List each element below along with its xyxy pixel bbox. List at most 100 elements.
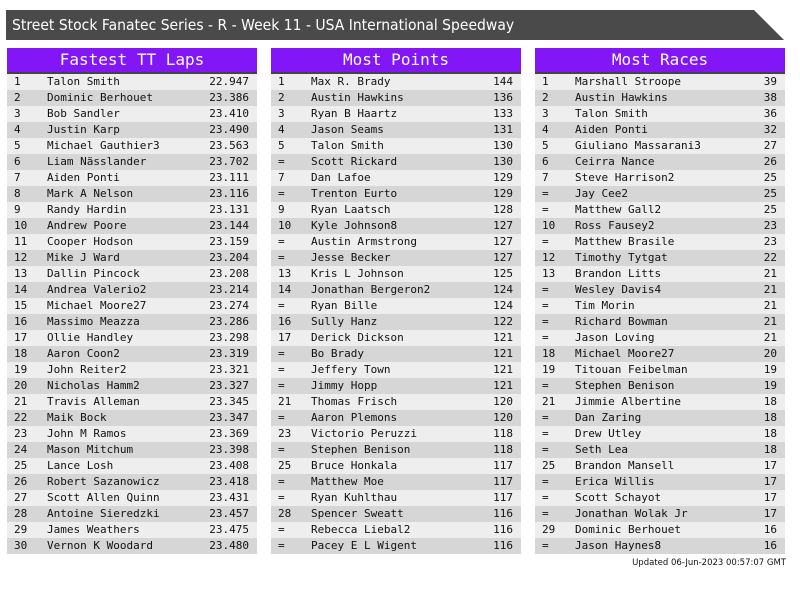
- value: 17: [763, 491, 777, 504]
- table-row: = Jesse Becker 127: [271, 250, 521, 266]
- value: 16: [763, 523, 777, 536]
- rank: 29: [14, 523, 28, 536]
- value: 23.398: [209, 443, 249, 456]
- table-row: = Trenton Eurto 129: [271, 186, 521, 202]
- rank: =: [278, 251, 285, 264]
- driver-name: Dominic Berhouet: [47, 91, 153, 104]
- driver-name: Stephen Benison: [575, 379, 675, 392]
- table-row: = Austin Armstrong 127: [271, 234, 521, 250]
- rank: 7: [278, 171, 285, 184]
- value: 122: [493, 315, 513, 328]
- value: 23.321: [209, 363, 249, 376]
- rank: 16: [278, 315, 292, 328]
- table-row: 8 Mark A Nelson 23.116: [7, 186, 257, 202]
- table-row: 20 Nicholas Hamm2 23.327: [7, 378, 257, 394]
- driver-name: Vernon K Woodard: [47, 539, 153, 552]
- value: 23.111: [209, 171, 249, 184]
- rank: 3: [278, 107, 285, 120]
- value: 120: [493, 411, 513, 424]
- rank: 21: [542, 395, 556, 408]
- value: 23.490: [209, 123, 249, 136]
- value: 25: [763, 187, 777, 200]
- driver-name: Antoine Sieredzki: [47, 507, 160, 520]
- driver-name: Matthew Gall2: [575, 203, 662, 216]
- value: 21: [763, 331, 777, 344]
- driver-name: Matthew Brasile: [575, 235, 675, 248]
- table-row: = Richard Bowman 21: [535, 314, 785, 330]
- value: 38: [763, 91, 777, 104]
- value: 23.563: [209, 139, 249, 152]
- table-row: 1 Marshall Stroope 39: [535, 74, 785, 90]
- rank: 1: [542, 75, 549, 88]
- rank: 18: [14, 347, 28, 360]
- driver-name: Ryan Bille: [311, 299, 378, 312]
- table-row: = Stephen Benison 19: [535, 378, 785, 394]
- rank: 17: [14, 331, 28, 344]
- table-row: = Erica Willis 17: [535, 474, 785, 490]
- table-row: = Tim Morin 21: [535, 298, 785, 314]
- rank: =: [542, 491, 549, 504]
- updated-timestamp: Updated 06-Jun-2023 00:57:07 GMT: [632, 558, 786, 568]
- driver-name: Michael Moore27: [47, 299, 147, 312]
- driver-name: Scott Schayot: [575, 491, 662, 504]
- driver-name: Erica Willis: [575, 475, 655, 488]
- value: 128: [493, 203, 513, 216]
- value: 117: [493, 475, 513, 488]
- value: 23: [763, 235, 777, 248]
- driver-name: Jason Haynes8: [575, 539, 662, 552]
- value: 23.274: [209, 299, 249, 312]
- table-row: = Drew Utley 18: [535, 426, 785, 442]
- rank: 15: [14, 299, 28, 312]
- table-row: 21 Thomas Frisch 120: [271, 394, 521, 410]
- rank: 28: [14, 507, 28, 520]
- value: 23.431: [209, 491, 249, 504]
- rank: =: [278, 539, 285, 552]
- driver-name: Maik Bock: [47, 411, 107, 424]
- value: 21: [763, 267, 777, 280]
- value: 23.214: [209, 283, 249, 296]
- value: 124: [493, 283, 513, 296]
- value: 19: [763, 363, 777, 376]
- driver-name: Victorio Peruzzi: [311, 427, 417, 440]
- table-row: 17 Derick Dickson 121: [271, 330, 521, 346]
- panel-most-races: Most Races 1 Marshall Stroope 39 2 Austin Ha…: [535, 48, 785, 554]
- value: 21: [763, 315, 777, 328]
- rank: 12: [542, 251, 556, 264]
- value: 23.208: [209, 267, 249, 280]
- table-row: = Jimmy Hopp 121: [271, 378, 521, 394]
- driver-name: Ryan Kuhlthau: [311, 491, 398, 504]
- driver-name: Lance Losh: [47, 459, 114, 472]
- rank: =: [278, 379, 285, 392]
- rank: 2: [542, 91, 549, 104]
- driver-name: Jason Loving: [575, 331, 655, 344]
- driver-name: Pacey E L Wigent: [311, 539, 417, 552]
- value: 26: [763, 155, 777, 168]
- driver-name: Brandon Mansell: [575, 459, 675, 472]
- value: 125: [493, 267, 513, 280]
- value: 25: [763, 171, 777, 184]
- rank: 11: [14, 235, 28, 248]
- table-row: 4 Aiden Ponti 32: [535, 122, 785, 138]
- value: 19: [763, 379, 777, 392]
- table-row: 22 Maik Bock 23.347: [7, 410, 257, 426]
- rank: 4: [542, 123, 549, 136]
- value: 129: [493, 187, 513, 200]
- rank: =: [278, 347, 285, 360]
- table-row: 13 Dallin Pincock 23.208: [7, 266, 257, 282]
- rank: 6: [542, 155, 549, 168]
- driver-name: Austin Hawkins: [575, 91, 668, 104]
- value: 121: [493, 363, 513, 376]
- table-row: 21 Jimmie Albertine 18: [535, 394, 785, 410]
- table-row: 14 Andrea Valerio2 23.214: [7, 282, 257, 298]
- rank: 14: [278, 283, 292, 296]
- value: 22.947: [209, 75, 249, 88]
- rank: =: [542, 507, 549, 520]
- value: 21: [763, 283, 777, 296]
- rank: 21: [278, 395, 292, 408]
- driver-name: Ollie Handley: [47, 331, 134, 344]
- driver-name: Bo Brady: [311, 347, 364, 360]
- value: 39: [763, 75, 777, 88]
- table-row: 1 Max R. Brady 144: [271, 74, 521, 90]
- rank: =: [278, 491, 285, 504]
- driver-name: Drew Utley: [575, 427, 642, 440]
